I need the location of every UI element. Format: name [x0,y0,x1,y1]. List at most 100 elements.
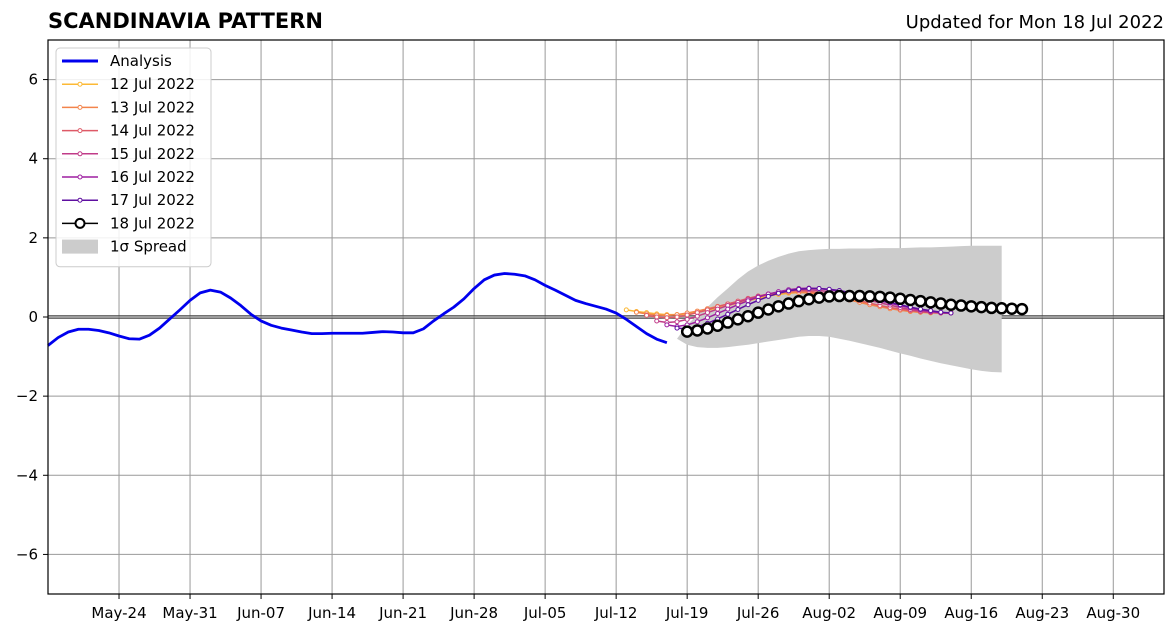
series-point [772,300,785,313]
series-point [1015,302,1029,316]
series-point [954,299,968,312]
series-point [995,302,1008,315]
series-point [904,293,917,307]
legend-label: 17 Jul 2022 [110,191,195,209]
x-tick-label: Aug-16 [944,604,998,622]
x-tick-label: Jun-28 [449,604,498,622]
series-point [934,297,948,310]
x-tick-label: Jun-14 [307,604,356,622]
series-point [964,300,978,313]
legend-entry: 18 Jul 2022 [62,214,195,232]
legend-marker [77,104,83,110]
series-point [914,294,927,308]
legend-entry: 14 Jul 2022 [62,122,195,140]
series-point [735,302,741,308]
series-point [822,290,836,303]
series-point [775,290,781,296]
x-tick-label: Jul-19 [665,604,709,622]
legend-swatch [62,239,98,254]
series-point [741,309,755,323]
series-point [873,290,887,304]
x-tick-label: Aug-02 [802,604,856,622]
y-tick-label: −4 [16,466,38,484]
series-point [664,315,670,321]
spread-band [677,245,1002,373]
series-point [715,306,721,312]
series-point [704,315,710,321]
legend-entry: Analysis [62,52,172,70]
x-tick-label: Jun-07 [236,604,285,622]
series-point [938,309,944,315]
series-point [1005,302,1019,315]
legend: Analysis 12 Jul 2022 13 Jul 2022 14 Jul 202… [55,47,212,268]
x-tick-label: Jul-05 [523,604,567,622]
series-point [853,289,866,303]
series-point [725,306,731,312]
legend-marker [77,81,83,87]
legend-label: 12 Jul 2022 [110,75,195,93]
series-point [745,302,751,308]
series-point [806,286,812,292]
plot-frame [47,39,1165,595]
series-point [944,298,958,311]
series-point [833,289,846,303]
series-point [918,306,924,312]
series-point [664,322,670,328]
x-tick-label: Aug-30 [1086,604,1140,622]
x-tick-label: Aug-23 [1015,604,1069,622]
legend-label: 14 Jul 2022 [110,122,195,140]
series-point [762,303,775,316]
series-point [694,313,700,319]
series-point [792,294,806,308]
x-tick-label: May-24 [91,604,146,622]
series-point [731,313,745,326]
x-tick-label: Jun-21 [378,604,427,622]
legend-marker [77,151,83,157]
series-point [751,306,765,319]
series-point [633,309,639,315]
y-tick-label: 0 [28,308,38,326]
chart-subtitle: Updated for Mon 18 Jul 2022 [905,12,1164,33]
series-point [796,286,802,292]
series-18-jul-2022 [680,289,1029,338]
series-point [725,311,731,317]
x-tick-label: May-31 [162,604,217,622]
series-point [893,292,907,306]
series-point [715,310,721,316]
legend-marker [77,174,83,180]
series-point [704,310,710,316]
grid [48,40,1164,594]
series-point [975,300,988,314]
y-tick-label: −2 [16,387,38,405]
series-point [654,318,660,324]
series-point [948,310,954,316]
series-point [674,314,680,320]
legend-label: Analysis [110,52,172,70]
legend-label: 13 Jul 2022 [110,98,195,116]
series-point [691,324,704,337]
x-tick-label: Jul-12 [594,604,638,622]
series-point [863,290,877,303]
series-point [816,286,822,292]
y-tick-label: −6 [16,545,38,563]
series-layer [47,272,1029,347]
series-point [701,322,714,335]
legend-entry: 12 Jul 2022 [62,75,195,93]
series-point [654,314,660,320]
series-point [623,307,629,313]
series-point [684,316,690,322]
series-point [711,319,724,332]
spread-layer [677,245,1002,373]
series-point [674,319,680,325]
series-point [644,312,650,318]
series-point [802,292,816,306]
series-point [928,308,934,314]
series-point [883,291,897,304]
series-point [843,289,856,303]
axes: May-24 May-31 Jun-07 Jun-14 Jun-21 Jun-28 Jul-… [16,39,1165,622]
series-point [782,297,795,310]
series-point [674,325,680,331]
y-tick-label: 4 [28,150,38,168]
x-tick-label: Aug-09 [873,604,927,622]
